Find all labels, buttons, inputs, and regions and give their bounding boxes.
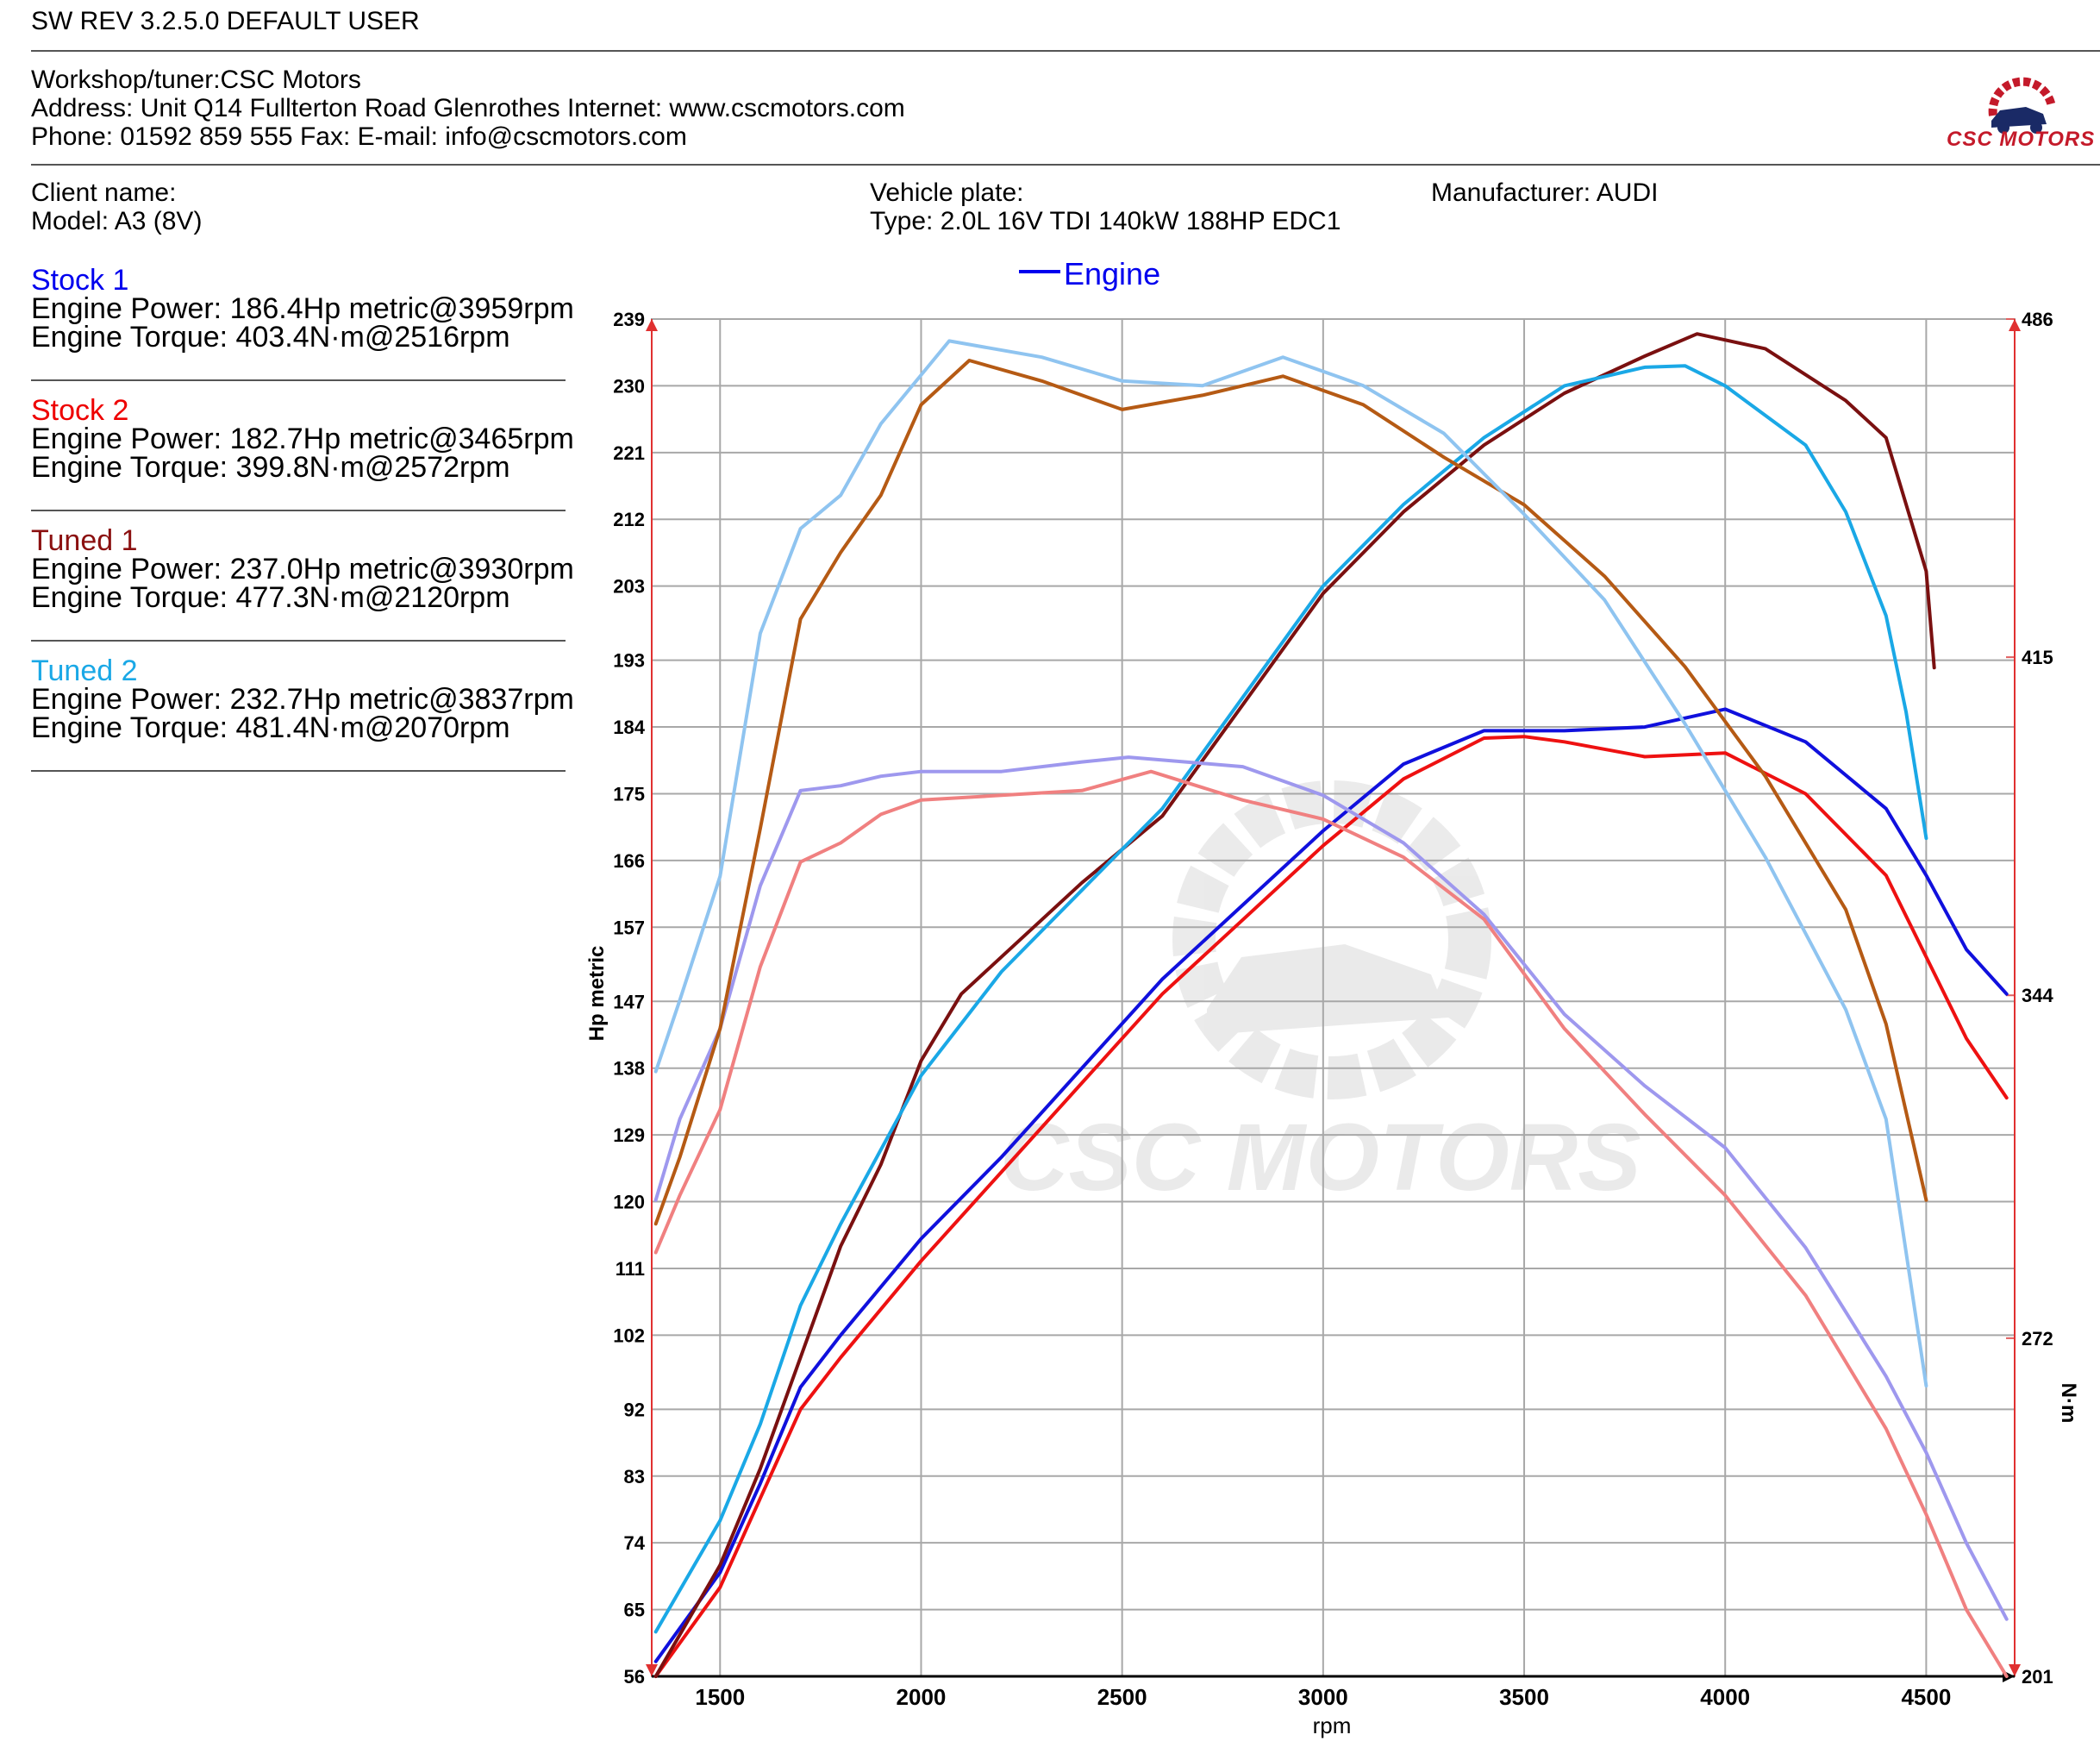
y2-tick-label: 415 [2022, 647, 2053, 668]
y2-tick-label: 344 [2022, 985, 2053, 1006]
phone-line: Phone: 01592 859 555 Fax: E-mail: info@c… [31, 122, 687, 151]
y-tick-label: 56 [624, 1666, 645, 1688]
y-tick-label: 239 [613, 309, 645, 330]
summary-torque-stock-2: Engine Torque: 399.8N·m@2572rpm [31, 451, 510, 484]
x-tick-label: 3000 [1298, 1684, 1348, 1710]
y-axis-ticks: 56 65 74 83 92 102 111 120 129 138 147 157 166 175 184… [613, 309, 645, 1688]
y2-axis-ticks: 201 272 344 415 486 [2022, 309, 2053, 1688]
x-tick-label: 3500 [1499, 1684, 1549, 1710]
y-tick-label: 212 [613, 509, 645, 530]
summary-torque-tuned-2: Engine Torque: 481.4N·m@2070rpm [31, 711, 510, 744]
y-tick-label: 230 [613, 375, 645, 397]
y-tick-label: 83 [624, 1466, 645, 1487]
series-stock-2-torque [653, 769, 2009, 1678]
summary-divider [31, 510, 566, 511]
logo-emblem-icon [1988, 77, 2056, 134]
vehicle-plate: Vehicle plate: [870, 178, 1024, 207]
y-axis-arrow [646, 1664, 658, 1676]
summary-torque-tuned-1: Engine Torque: 477.3N·m@2120rpm [31, 581, 510, 614]
series-stock-1-torque [653, 755, 2009, 1621]
workshop-line: Workshop/tuner:CSC Motors [31, 66, 361, 94]
summary-title-stock-1: Stock 1 [31, 264, 129, 297]
series-tuned-1-torque [653, 359, 1928, 1226]
y2-tick-label: 272 [2022, 1328, 2053, 1350]
x-tick-label: 1500 [695, 1684, 745, 1710]
y2-axis-arrow [2009, 1664, 2021, 1676]
summary-title-stock-2: Stock 2 [31, 394, 129, 427]
series-tuned-2-torque [653, 339, 1928, 1388]
header-divider [31, 50, 2100, 52]
y-tick-label: 184 [613, 717, 645, 738]
y2-axis-arrow [2009, 319, 2021, 331]
x-tick-label: 2500 [1097, 1684, 1147, 1710]
y-tick-label: 65 [624, 1600, 645, 1621]
y-tick-label: 129 [613, 1124, 645, 1146]
y-tick-label: 92 [624, 1399, 645, 1420]
series-tuned-1-power [653, 332, 1936, 1678]
address-line: Address: Unit Q14 Fullterton Road Glenro… [31, 94, 905, 122]
client-name: Client name: [31, 178, 177, 207]
y2-axis-label: N·m [2057, 1383, 2080, 1424]
y-tick-label: 102 [613, 1325, 645, 1346]
y-tick-label: 221 [613, 442, 645, 464]
y-tick-label: 157 [613, 917, 645, 938]
summary-torque-stock-1: Engine Torque: 403.4N·m@2516rpm [31, 321, 510, 354]
x-axis-ticks: 1500 2000 2500 3000 3500 4000 4500 [695, 1684, 1951, 1710]
svg-text:CSC MOTORS: CSC MOTORS [1000, 1105, 1641, 1211]
x-tick-label: 4500 [1901, 1684, 1951, 1710]
x-tick-label: 2000 [897, 1684, 947, 1710]
summary-title-tuned-2: Tuned 2 [31, 654, 138, 687]
legend-label: Engine [1064, 256, 1160, 291]
y-axis-arrow [646, 319, 658, 331]
summary-power-stock-1: Engine Power: 186.4Hp metric@3959rpm [31, 292, 574, 325]
csc-motors-logo: CSC MOTORS [1940, 62, 2095, 157]
watermark-logo: CSC MOTORS [1000, 780, 1641, 1211]
chart-legend: Engine [1019, 256, 1160, 291]
y-tick-label: 74 [624, 1532, 646, 1554]
y-axis-label: Hp metric [585, 946, 609, 1042]
series-stock-1-power [653, 707, 2009, 1663]
summary-power-tuned-1: Engine Power: 237.0Hp metric@3930rpm [31, 553, 574, 586]
series-stock-2-power [653, 735, 2009, 1678]
y-tick-label: 166 [613, 850, 645, 872]
y-tick-label: 111 [616, 1258, 645, 1280]
chart-series [653, 332, 2009, 1678]
summary-divider [31, 770, 566, 772]
info-divider [31, 164, 2100, 166]
y-tick-label: 203 [613, 576, 645, 598]
summary-power-stock-2: Engine Power: 182.7Hp metric@3465rpm [31, 423, 574, 455]
x-axis-label: rpm [1313, 1713, 1352, 1738]
vehicle-type: Type: 2.0L 16V TDI 140kW 188HP EDC1 [870, 207, 1341, 235]
y2-tick-label: 201 [2022, 1666, 2053, 1688]
y2-tick-label: 486 [2022, 309, 2053, 330]
software-revision: SW REV 3.2.5.0 DEFAULT USER [31, 7, 420, 35]
summary-divider [31, 640, 566, 642]
y-tick-label: 138 [613, 1058, 645, 1080]
y-tick-label: 147 [613, 991, 645, 1012]
y-tick-label: 193 [613, 650, 645, 672]
summary-power-tuned-2: Engine Power: 232.7Hp metric@3837rpm [31, 683, 574, 716]
vehicle-manufacturer: Manufacturer: AUDI [1431, 178, 1659, 207]
x-tick-label: 4000 [1700, 1684, 1750, 1710]
y-tick-label: 175 [613, 783, 645, 805]
summary-divider [31, 379, 566, 381]
vehicle-model: Model: A3 (8V) [31, 207, 203, 235]
summary-title-tuned-1: Tuned 1 [31, 524, 138, 557]
logo-text: CSC MOTORS [1947, 128, 2096, 151]
y-tick-label: 120 [613, 1192, 645, 1213]
series-tuned-2-power [653, 364, 1928, 1634]
